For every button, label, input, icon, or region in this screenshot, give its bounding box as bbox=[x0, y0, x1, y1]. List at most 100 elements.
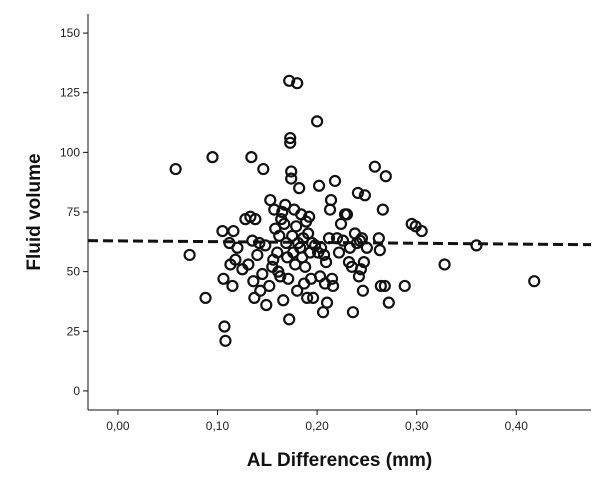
data-point bbox=[319, 255, 333, 269]
y-tick-label: 50 bbox=[67, 265, 81, 279]
data-point bbox=[373, 244, 386, 257]
data-point bbox=[312, 179, 326, 192]
y-tick-label: 25 bbox=[67, 324, 81, 338]
data-point bbox=[438, 258, 451, 271]
data-point bbox=[216, 224, 229, 238]
data-point bbox=[260, 298, 273, 312]
y-tick-label: 75 bbox=[67, 205, 81, 219]
y-tick-label: 0 bbox=[73, 384, 80, 398]
data-point bbox=[340, 208, 354, 221]
y-ticks: 0 25 50 75 100 125 150 bbox=[60, 26, 88, 398]
data-point bbox=[263, 279, 276, 293]
data-point bbox=[398, 279, 411, 293]
data-point bbox=[351, 186, 365, 200]
data-point bbox=[217, 272, 230, 285]
data-point bbox=[285, 172, 298, 185]
data-point bbox=[378, 279, 391, 293]
data-point bbox=[352, 270, 366, 283]
data-point bbox=[273, 229, 286, 242]
data-point bbox=[353, 234, 367, 247]
data-point bbox=[231, 241, 244, 254]
data-point bbox=[283, 313, 296, 326]
x-ticks: 0,00 0,10 0,20 0,30 0,40 bbox=[106, 410, 528, 433]
data-point bbox=[307, 291, 320, 304]
data-point bbox=[229, 253, 242, 266]
data-point bbox=[470, 239, 483, 252]
data-point bbox=[328, 174, 342, 188]
y-axis-title: Fluid volume bbox=[24, 153, 45, 270]
data-point bbox=[227, 224, 240, 238]
data-point bbox=[374, 279, 387, 293]
data-point bbox=[310, 115, 324, 128]
data-point bbox=[259, 239, 272, 252]
data-point bbox=[169, 162, 182, 176]
data-point bbox=[278, 217, 291, 231]
data-point bbox=[284, 136, 297, 149]
data-point bbox=[320, 296, 334, 309]
data-point bbox=[218, 320, 231, 333]
data-point bbox=[242, 258, 255, 271]
data-point bbox=[249, 213, 262, 226]
data-point bbox=[256, 267, 269, 281]
data-point bbox=[277, 294, 290, 307]
data-point bbox=[323, 203, 337, 216]
data-point bbox=[276, 205, 289, 219]
data-point bbox=[290, 220, 303, 233]
data-point bbox=[291, 284, 304, 297]
fit-line bbox=[87, 239, 592, 247]
data-point bbox=[415, 224, 428, 238]
data-point bbox=[376, 203, 389, 216]
data-point bbox=[254, 284, 267, 297]
data-point bbox=[308, 239, 322, 252]
data-point bbox=[279, 198, 292, 211]
data-point bbox=[357, 255, 371, 269]
x-tick-label: 0,30 bbox=[405, 419, 429, 433]
data-point bbox=[206, 151, 219, 164]
data-point bbox=[257, 162, 270, 176]
data-point bbox=[271, 246, 284, 259]
data-point bbox=[248, 291, 261, 304]
data-point bbox=[268, 203, 281, 216]
y-tick-label: 125 bbox=[60, 86, 80, 100]
data-point bbox=[382, 296, 395, 309]
data-point bbox=[226, 279, 239, 293]
data-point bbox=[284, 131, 297, 145]
data-point bbox=[354, 263, 368, 276]
data-point bbox=[346, 306, 360, 319]
data-point bbox=[183, 248, 196, 262]
data-point bbox=[299, 260, 312, 273]
data-point bbox=[282, 272, 295, 285]
data-point bbox=[368, 160, 381, 173]
y-tick-label: 100 bbox=[60, 145, 80, 159]
data-point bbox=[219, 334, 232, 347]
data-point bbox=[291, 77, 304, 90]
data-point bbox=[247, 275, 260, 288]
data-point bbox=[283, 74, 296, 87]
data-point bbox=[317, 248, 331, 262]
data-point bbox=[285, 165, 298, 178]
data-point bbox=[325, 272, 339, 285]
data-point bbox=[251, 248, 264, 262]
data-point bbox=[356, 284, 370, 297]
x-tick-label: 0,10 bbox=[206, 419, 230, 433]
data-point bbox=[245, 151, 258, 164]
data-point bbox=[274, 270, 287, 283]
data-point bbox=[324, 193, 338, 207]
x-tick-label: 0,20 bbox=[305, 419, 329, 433]
data-point bbox=[336, 234, 350, 247]
data-point bbox=[379, 170, 392, 183]
data-point bbox=[303, 210, 316, 223]
data-point bbox=[332, 246, 346, 259]
points-layer bbox=[169, 74, 541, 347]
x-tick-label: 0,40 bbox=[505, 419, 529, 433]
data-point bbox=[358, 189, 371, 202]
data-point bbox=[326, 279, 340, 293]
y-tick-label: 150 bbox=[60, 26, 80, 40]
x-tick-label: 0,00 bbox=[106, 419, 130, 433]
data-point bbox=[528, 275, 541, 288]
data-point bbox=[293, 182, 306, 195]
data-point bbox=[301, 291, 314, 304]
data-point bbox=[199, 291, 212, 304]
